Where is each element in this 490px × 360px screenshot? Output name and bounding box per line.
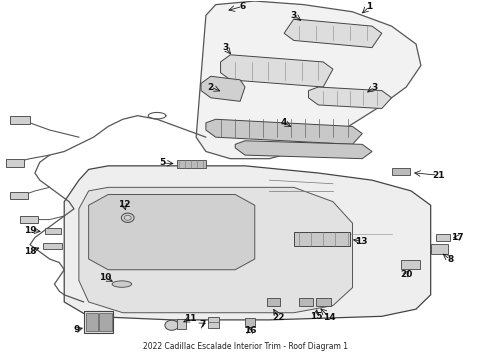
Polygon shape xyxy=(309,87,392,108)
Text: 13: 13 xyxy=(355,237,368,246)
FancyBboxPatch shape xyxy=(299,298,314,306)
Text: 11: 11 xyxy=(184,314,196,323)
FancyBboxPatch shape xyxy=(99,313,112,331)
Circle shape xyxy=(122,213,134,222)
FancyBboxPatch shape xyxy=(208,317,219,328)
FancyBboxPatch shape xyxy=(245,318,255,327)
Polygon shape xyxy=(220,55,333,87)
Polygon shape xyxy=(206,119,362,144)
Text: 2: 2 xyxy=(208,82,214,91)
FancyBboxPatch shape xyxy=(176,160,206,168)
Text: 3: 3 xyxy=(291,11,297,20)
Text: 5: 5 xyxy=(159,158,165,167)
FancyBboxPatch shape xyxy=(431,244,448,253)
Polygon shape xyxy=(235,141,372,159)
Polygon shape xyxy=(196,1,421,159)
FancyBboxPatch shape xyxy=(84,311,113,333)
Text: 17: 17 xyxy=(451,233,464,242)
FancyBboxPatch shape xyxy=(10,116,30,123)
Text: 15: 15 xyxy=(310,312,322,321)
Text: 3: 3 xyxy=(222,43,228,52)
Text: 18: 18 xyxy=(24,247,36,256)
FancyBboxPatch shape xyxy=(316,298,331,306)
Text: 2022 Cadillac Escalade Interior Trim - Roof Diagram 1: 2022 Cadillac Escalade Interior Trim - R… xyxy=(143,342,347,351)
Polygon shape xyxy=(64,166,431,320)
Text: 9: 9 xyxy=(73,325,79,334)
Text: 22: 22 xyxy=(272,312,285,321)
FancyBboxPatch shape xyxy=(401,260,420,269)
FancyBboxPatch shape xyxy=(43,243,62,249)
Text: 7: 7 xyxy=(200,320,206,329)
Text: 20: 20 xyxy=(400,270,413,279)
FancyBboxPatch shape xyxy=(20,216,38,223)
Text: 10: 10 xyxy=(99,273,111,282)
FancyBboxPatch shape xyxy=(267,298,280,306)
Text: 21: 21 xyxy=(432,171,444,180)
Polygon shape xyxy=(284,19,382,48)
Ellipse shape xyxy=(112,281,132,287)
Text: 19: 19 xyxy=(24,226,36,235)
Circle shape xyxy=(165,320,178,330)
FancyBboxPatch shape xyxy=(86,313,98,331)
FancyBboxPatch shape xyxy=(436,234,450,241)
Text: 16: 16 xyxy=(244,326,256,335)
FancyBboxPatch shape xyxy=(176,319,186,329)
Text: 6: 6 xyxy=(240,2,245,11)
Polygon shape xyxy=(89,194,255,270)
FancyBboxPatch shape xyxy=(392,168,410,175)
FancyBboxPatch shape xyxy=(10,192,28,199)
Text: 1: 1 xyxy=(367,2,373,11)
FancyBboxPatch shape xyxy=(5,159,24,167)
Text: 14: 14 xyxy=(323,312,335,321)
Text: 12: 12 xyxy=(118,200,130,209)
FancyBboxPatch shape xyxy=(294,232,350,247)
Text: 4: 4 xyxy=(281,118,287,127)
Text: 8: 8 xyxy=(447,255,453,264)
FancyBboxPatch shape xyxy=(45,228,61,234)
Polygon shape xyxy=(201,76,245,102)
Polygon shape xyxy=(79,187,352,313)
Text: 3: 3 xyxy=(371,82,378,91)
